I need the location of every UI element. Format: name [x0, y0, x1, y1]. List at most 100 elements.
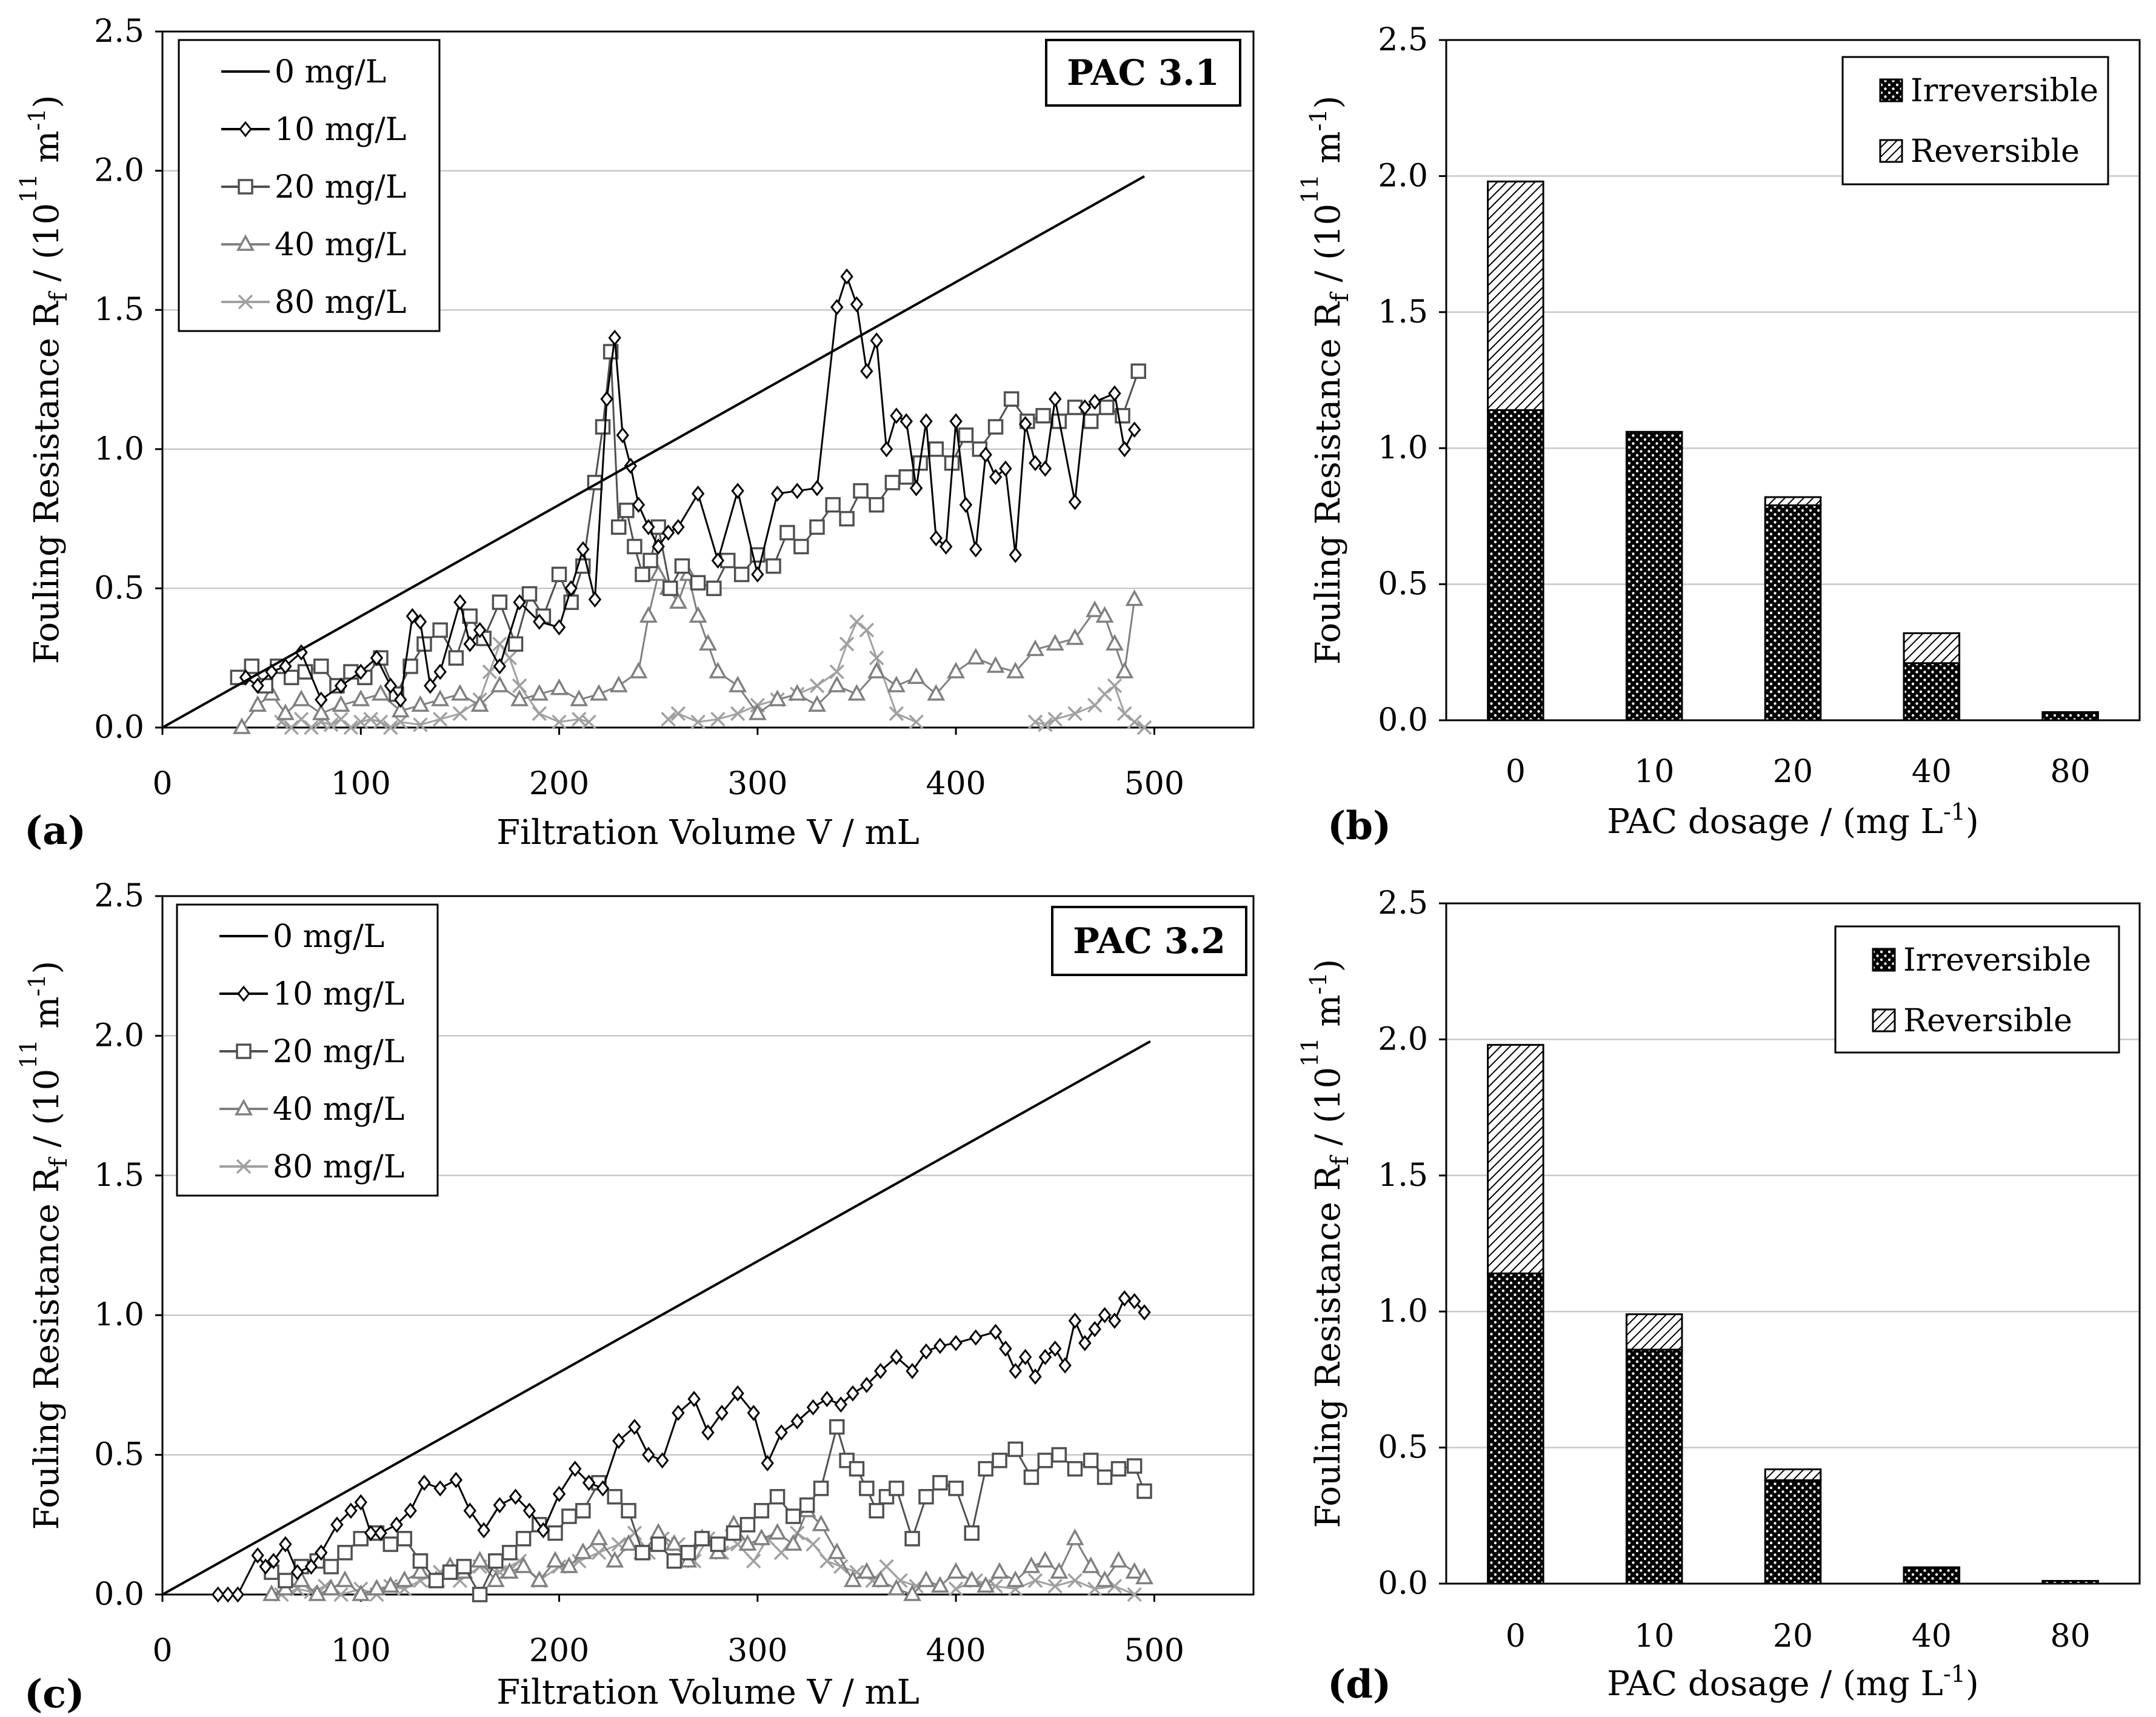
data-point: [530, 684, 549, 701]
data-point: [582, 1474, 596, 1491]
x-marker-stroke: [373, 714, 389, 730]
data-point: [806, 1399, 820, 1416]
data-point: [431, 689, 450, 706]
data-point: [373, 714, 389, 730]
series-segment: [896, 712, 917, 723]
data-point: [343, 720, 359, 735]
series-segment: [1035, 1579, 1056, 1587]
data-point: [947, 661, 966, 678]
x-marker-stroke: [353, 714, 369, 730]
y-tick-label: 2.5: [94, 13, 144, 50]
series-segment: [875, 657, 898, 714]
data-point: [779, 524, 795, 541]
y-axis-label-part: 11: [1297, 174, 1323, 203]
data-point: [551, 566, 567, 583]
panel-d-bar-chart: 0.0 0.5 1.0 1.5 2.0 2.5 0 10 20 40 80 Irreversible R…: [1297, 885, 2141, 1707]
data-point: [1078, 399, 1092, 416]
data-point: [948, 1581, 964, 1597]
series-10-mg-l: [239, 268, 1141, 708]
data-point: [768, 1522, 787, 1540]
data-point: [608, 329, 621, 346]
data-point: [987, 419, 1004, 435]
data-point: [610, 519, 627, 535]
data-point: [747, 1405, 760, 1421]
data-point: [829, 1419, 845, 1435]
data-point: [793, 538, 809, 555]
x-tick-label: 300: [727, 766, 787, 802]
data-point: [432, 711, 448, 727]
series-20-mg-l: [264, 1419, 1152, 1602]
bar-irreversible-80: [2041, 711, 2099, 721]
data-point: [394, 691, 407, 708]
data-point: [463, 1502, 476, 1519]
x-marker-stroke: [333, 711, 349, 727]
data-point: [1109, 1551, 1128, 1568]
data-point: [262, 1584, 281, 1601]
bar-reversible-40: [1903, 632, 1961, 664]
data-point: [1127, 1293, 1141, 1310]
series-segment: [400, 721, 421, 726]
data-point: [279, 658, 292, 675]
data-point: [276, 703, 295, 720]
x-marker-stroke: [1067, 1573, 1083, 1588]
series-segment: [341, 1588, 361, 1596]
data-point: [729, 675, 747, 692]
data-point: [323, 717, 339, 732]
data-point: [930, 1576, 949, 1593]
data-point: [552, 714, 567, 730]
data-point: [853, 483, 869, 499]
data-point: [1023, 1469, 1040, 1485]
panel-c-line-chart: 0.0 0.5 1.0 1.5 2.0 2.5 0 100 200 300 400 500 0 mg/L…: [15, 878, 1255, 1717]
x-marker-stroke: [1107, 1578, 1123, 1594]
data-point: [642, 1447, 655, 1464]
data-point: [948, 1481, 964, 1496]
x-tick-label: 500: [1124, 766, 1184, 802]
x-marker-stroke: [393, 714, 408, 730]
bar-reversible-20: [1764, 1468, 1822, 1481]
data-point: [391, 700, 410, 718]
y-axis-label-part: ): [1309, 96, 1348, 109]
y-tick-label: 1.5: [94, 292, 144, 328]
series-0-mg-l: [162, 175, 1145, 729]
x-marker-stroke: [591, 1545, 607, 1561]
data-point: [709, 661, 727, 678]
data-point: [656, 1452, 669, 1469]
data-point: [470, 695, 489, 712]
data-point: [989, 1324, 1003, 1340]
data-point: [1009, 1362, 1022, 1379]
x-marker-stroke: [333, 1587, 349, 1602]
legend: 0 mg/L 10 mg/L 20 mg/L 40 mg/L 80 mg/L: [178, 39, 441, 332]
y-axis-label-part: ): [27, 95, 67, 109]
data-point: [393, 714, 408, 730]
data-point: [1038, 460, 1052, 477]
data-point: [820, 1391, 834, 1407]
data-point: [547, 1525, 563, 1541]
x-tick-label: 100: [331, 1633, 391, 1669]
data-point: [1095, 606, 1114, 623]
data-point: [809, 519, 825, 535]
data-point: [353, 714, 369, 730]
data-point: [333, 711, 349, 727]
data-point: [739, 1517, 756, 1533]
data-point: [870, 332, 883, 349]
data-point: [1066, 1528, 1084, 1545]
data-point: [1105, 634, 1124, 651]
x-axis-label-part: -1: [1943, 798, 1966, 825]
x-tick-label: 80: [2051, 1618, 2091, 1655]
panel-title-box: [1045, 39, 1241, 107]
x-axis-label-part: PAC dosage / (mg L: [1607, 802, 1943, 842]
x-marker-stroke: [236, 1159, 252, 1174]
series-segment: [559, 718, 579, 723]
data-point: [304, 1558, 318, 1575]
legend-label: 20 mg/L: [273, 1034, 404, 1070]
legend-label: Irreversible: [1911, 73, 2098, 109]
data-point: [453, 594, 467, 611]
data-point: [1049, 390, 1062, 407]
data-point: [733, 566, 750, 583]
data-point: [869, 650, 884, 666]
y-axis-label-part: -1: [24, 974, 50, 996]
data-point: [1067, 706, 1083, 721]
data-point: [906, 1362, 919, 1379]
data-point: [639, 606, 658, 623]
data-point: [1050, 1562, 1069, 1579]
